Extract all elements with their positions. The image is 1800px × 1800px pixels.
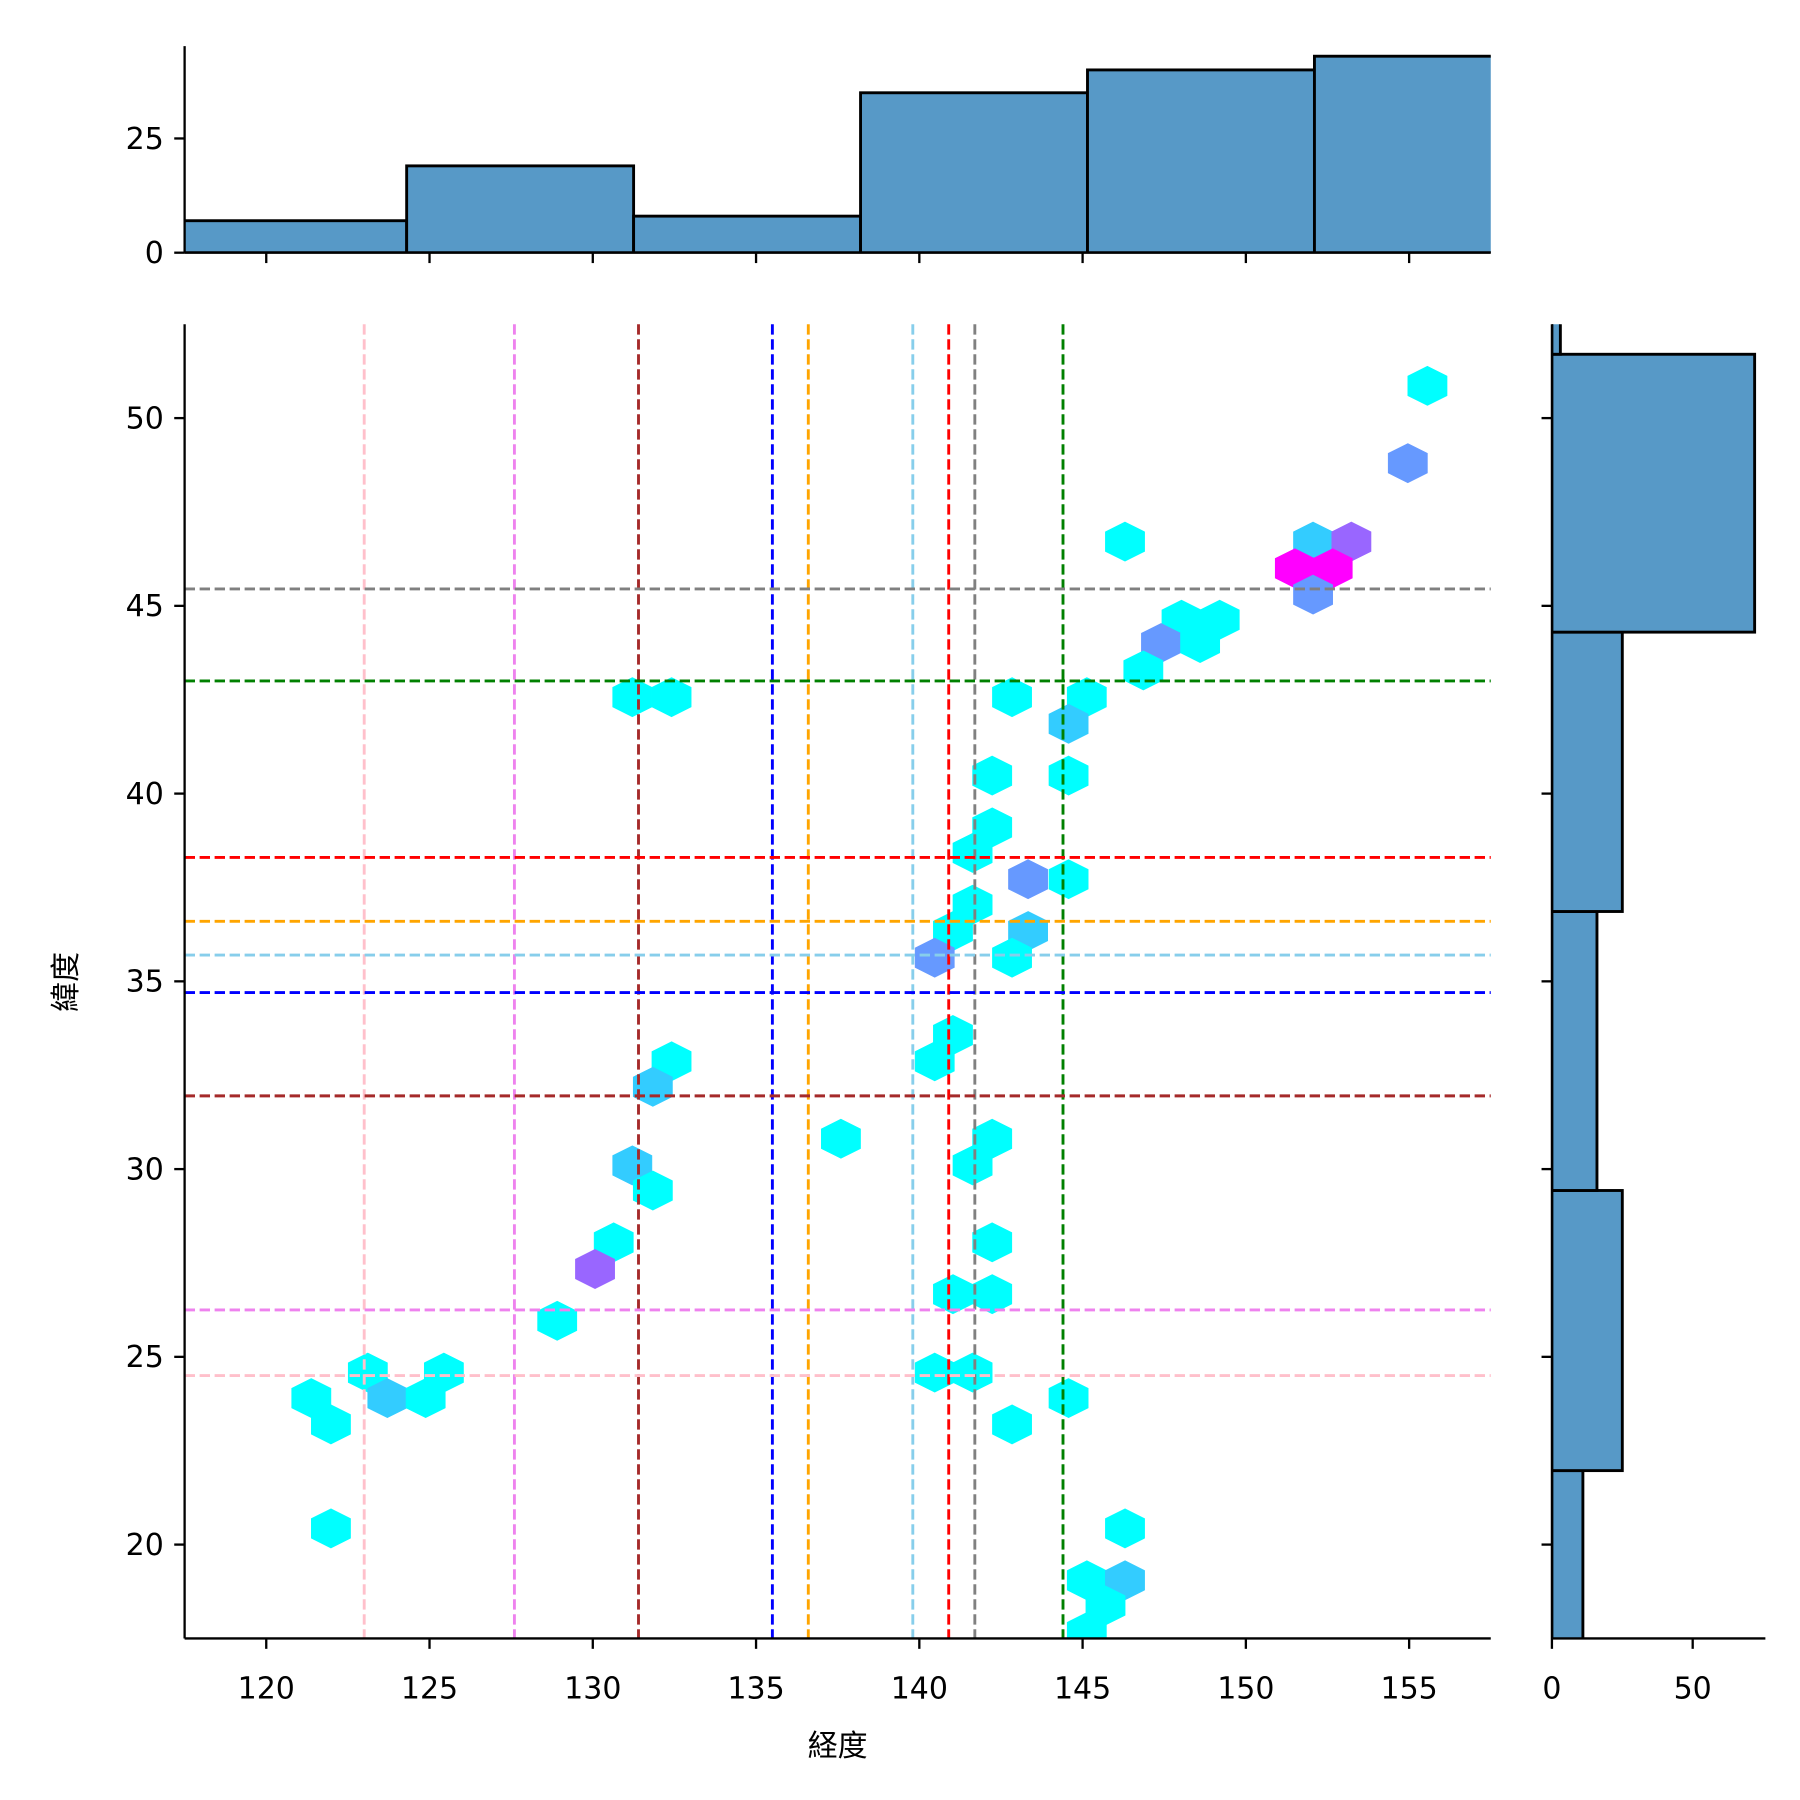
hexbin-cell (311, 1404, 351, 1445)
histogram-bar (1312, 54, 1491, 253)
x-tick-label: 145 (1054, 1671, 1111, 1706)
x-tick-label: 155 (1381, 1671, 1438, 1706)
hexbin-cell (952, 1352, 993, 1393)
histogram-bar (859, 91, 1089, 253)
hexbin-cell (537, 1300, 578, 1341)
hexbin-cell (1008, 859, 1048, 900)
hexbin-cell (1387, 443, 1428, 484)
right-bars (1551, 324, 1757, 1639)
hexbin-cell (914, 937, 955, 978)
y-axis-label: 緯度 (49, 952, 84, 1012)
hexbin-cell (651, 677, 692, 718)
hexbin-cell (992, 677, 1032, 718)
y-tick-label: 35 (126, 965, 164, 1000)
hexbin-cell (914, 1352, 955, 1393)
hexbin-cell (952, 1145, 993, 1186)
histogram-bar (1551, 1469, 1585, 1639)
hexbin-cell (311, 1508, 351, 1549)
hexbin-cell (612, 677, 653, 718)
hexbin-cell (992, 1404, 1032, 1445)
hexbin-cell (1048, 1378, 1089, 1419)
top-y-tick-label: 25 (126, 122, 164, 157)
y-tick-label: 40 (126, 777, 164, 812)
x-axis-label: 経度 (808, 1729, 868, 1764)
hexbin-cell (933, 1274, 973, 1315)
reference-lines (184, 324, 1491, 1639)
x-tick-label: 125 (401, 1671, 458, 1706)
x-tick-label: 120 (238, 1671, 295, 1706)
y-tick-label: 50 (126, 401, 164, 436)
x-tick-label: 130 (564, 1671, 621, 1706)
y-tick-label: 20 (126, 1528, 164, 1563)
hexbin-cell (972, 1274, 1013, 1315)
right-marginal-histogram: 0 50 (1541, 324, 1766, 1706)
histogram-bar (405, 164, 636, 253)
hexbin-cell (972, 755, 1013, 796)
top-bars (184, 54, 1491, 253)
x-tick-label: 140 (891, 1671, 948, 1706)
histogram-bar (1551, 1189, 1624, 1473)
hexbin-cell (1048, 755, 1089, 796)
hexbin-cell (952, 832, 993, 873)
hexbin-cell (1048, 859, 1089, 900)
top-marginal-histogram: 0 25 (126, 46, 1491, 271)
hexbin-cell (405, 1378, 446, 1419)
histogram-bar (1551, 910, 1599, 1192)
top-y-tick-label: 0 (145, 236, 164, 271)
histogram-bar (1551, 630, 1624, 913)
hexbin-cell (575, 1249, 615, 1289)
x-tick-label: 135 (727, 1671, 784, 1706)
y-tick-label: 30 (126, 1152, 164, 1187)
main-axes: 120 125 130 135 140 145 150 155 20 25 30 35 40 45 50 (126, 324, 1491, 1706)
hexbin-cell (972, 1222, 1013, 1263)
hexbin-cell (821, 1118, 861, 1159)
hexbin-cell (1180, 623, 1221, 663)
hexbin-cell (1066, 1612, 1107, 1639)
hexbin-cell (914, 1041, 955, 1082)
hexbin-cell (1105, 1508, 1145, 1549)
y-tick-label: 45 (126, 589, 164, 624)
histogram-bar (632, 214, 862, 253)
hexbin-cell (1048, 703, 1089, 744)
histogram-bar (1086, 68, 1316, 253)
hexbin-cell (1293, 574, 1333, 615)
histogram-bar (1551, 352, 1757, 634)
hexbin-cell (632, 1170, 673, 1211)
hexbin-cell (992, 937, 1032, 978)
x-tick-label: 150 (1217, 1671, 1274, 1706)
right-x-tick-label: 0 (1542, 1671, 1561, 1706)
histogram-bar (184, 219, 409, 253)
hexbin-cell (612, 1145, 653, 1186)
hexbin-cell (1407, 365, 1448, 406)
right-x-tick-label: 50 (1674, 1671, 1712, 1706)
histogram-bar (1551, 324, 1562, 356)
y-tick-label: 25 (126, 1340, 164, 1375)
hexbin-cell (1105, 521, 1145, 562)
hexbin-layer (291, 365, 1448, 1639)
